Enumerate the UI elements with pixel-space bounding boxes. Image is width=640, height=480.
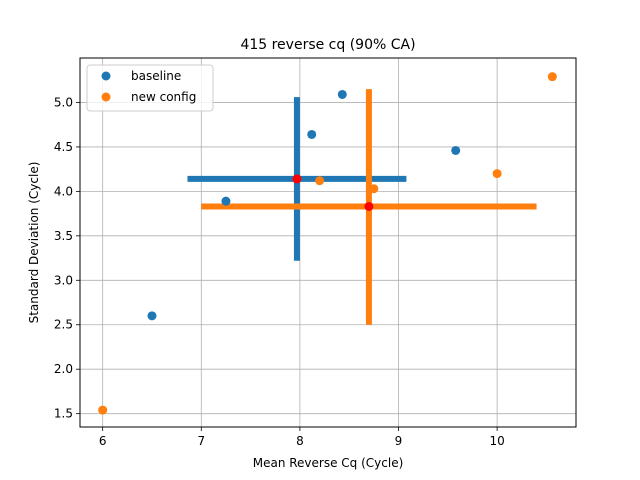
plot-frame <box>79 57 577 428</box>
y-tick-label: 3.5 <box>54 229 73 243</box>
x-tick-label: 6 <box>99 434 107 448</box>
legend-marker-new-config <box>101 92 111 102</box>
legend-marker-baseline <box>101 71 111 81</box>
baseline-data-point <box>307 129 317 139</box>
y-tick-label: 3.0 <box>54 273 73 287</box>
baseline-center-marker <box>292 174 302 184</box>
new-config-data-point <box>369 184 379 194</box>
legend-label-baseline: baseline <box>131 69 181 83</box>
baseline-data-point <box>337 89 347 99</box>
new-config-data-point <box>492 169 502 179</box>
new-config-center-marker <box>364 201 374 211</box>
y-tick-label: 1.5 <box>54 407 73 421</box>
baseline-data-point <box>147 311 157 321</box>
new-config-data-point <box>547 72 557 82</box>
x-tick-label: 7 <box>197 434 205 448</box>
baseline-data-point <box>451 145 461 155</box>
y-tick-label: 4.0 <box>54 184 73 198</box>
baseline-data-point <box>221 196 231 206</box>
data-points <box>98 72 557 415</box>
x-axis-label: Mean Reverse Cq (Cycle) <box>253 456 404 470</box>
legend-label-new-config: new config <box>131 90 196 104</box>
chart-title: 415 reverse cq (90% CA) <box>240 37 415 53</box>
y-axis-label: Standard Deviation (Cycle) <box>27 162 41 324</box>
y-tick-label: 2.0 <box>54 362 73 376</box>
x-tick-label: 8 <box>296 434 304 448</box>
y-tick-label: 2.5 <box>54 318 73 332</box>
y-tick-label: 4.5 <box>54 140 73 154</box>
legend: baseline new config <box>86 64 214 112</box>
x-tick-label: 9 <box>395 434 403 448</box>
new-config-data-point <box>315 176 325 186</box>
center-markers <box>292 174 374 211</box>
x-tick-label: 10 <box>489 434 504 448</box>
axis-ticks: 6 7 8 9 10 1.5 2.0 2.5 3.0 3.5 4.0 4.5 5.0 <box>54 95 505 448</box>
new-config-data-point <box>98 405 108 415</box>
legend-box <box>86 64 214 112</box>
y-tick-label: 5.0 <box>54 95 73 109</box>
